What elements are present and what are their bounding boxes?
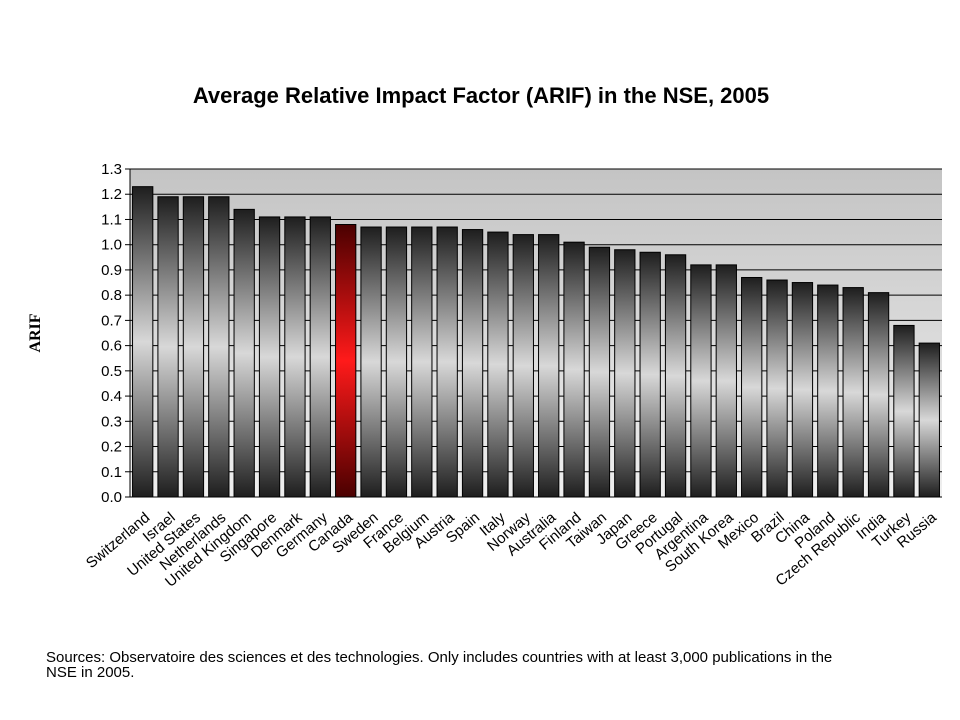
y-tick-label: 0.5 <box>101 363 122 380</box>
y-tick-label: 0.7 <box>101 312 122 329</box>
bar-israel <box>157 196 179 498</box>
bar-switzerland <box>132 186 154 498</box>
bar-united-states <box>182 196 205 498</box>
bar-china <box>791 282 814 498</box>
chart-title: Average Relative Impact Factor (ARIF) in… <box>193 83 769 108</box>
bar-netherlands <box>208 196 230 498</box>
y-tick-label: 0.8 <box>101 287 122 304</box>
y-tick-label: 0.1 <box>101 464 122 481</box>
y-tick-label: 0.6 <box>101 338 122 355</box>
bar-norway <box>512 234 534 498</box>
bar-mexico <box>741 276 763 498</box>
bar-austria <box>436 226 458 498</box>
bar-greece <box>639 251 661 498</box>
bar-italy <box>487 231 509 498</box>
bar-united-kingdom <box>233 208 255 498</box>
bar-turkey <box>893 324 915 498</box>
bar-finland <box>563 241 585 498</box>
bar-germany <box>309 216 331 498</box>
y-tick-label: 0.0 <box>101 489 122 506</box>
y-axis-ticks: 0.0 0.1 0.2 0.3 0.4 0.5 0.6 0.7 0.8 0.9 1.0 1.1 1.2 1… <box>101 161 130 506</box>
bar-czech-republic <box>842 287 864 498</box>
bar-belgium <box>411 226 433 498</box>
bars <box>132 186 940 498</box>
bar-taiwan <box>588 246 611 498</box>
bar-portugal <box>664 254 687 498</box>
bar-australia <box>538 234 560 498</box>
y-axis-label: ARIF <box>27 313 44 352</box>
bar-singapore <box>258 216 281 498</box>
bar-brazil <box>766 279 788 498</box>
bar-poland <box>817 284 839 498</box>
y-tick-label: 0.3 <box>101 413 122 430</box>
bar-japan <box>614 249 636 498</box>
source-note: Sources: Observatoire des sciences et de… <box>46 649 833 681</box>
bar-france <box>385 226 408 498</box>
bar-india <box>867 292 890 498</box>
y-tick-label: 1.1 <box>101 211 122 228</box>
y-tick-label: 0.2 <box>101 439 122 456</box>
y-tick-label: 0.4 <box>101 388 122 405</box>
bar-sweden <box>360 226 382 498</box>
y-tick-label: 0.9 <box>101 262 122 279</box>
bar-south-korea <box>715 264 737 498</box>
y-tick-label: 1.0 <box>101 237 122 254</box>
bar-russia <box>918 342 940 498</box>
bar-denmark <box>284 216 306 498</box>
bar-argentina <box>690 264 712 498</box>
y-tick-label: 1.2 <box>101 186 122 203</box>
bar-spain <box>461 229 484 498</box>
bar-canada <box>335 224 357 498</box>
y-tick-label: 1.3 <box>101 161 122 178</box>
